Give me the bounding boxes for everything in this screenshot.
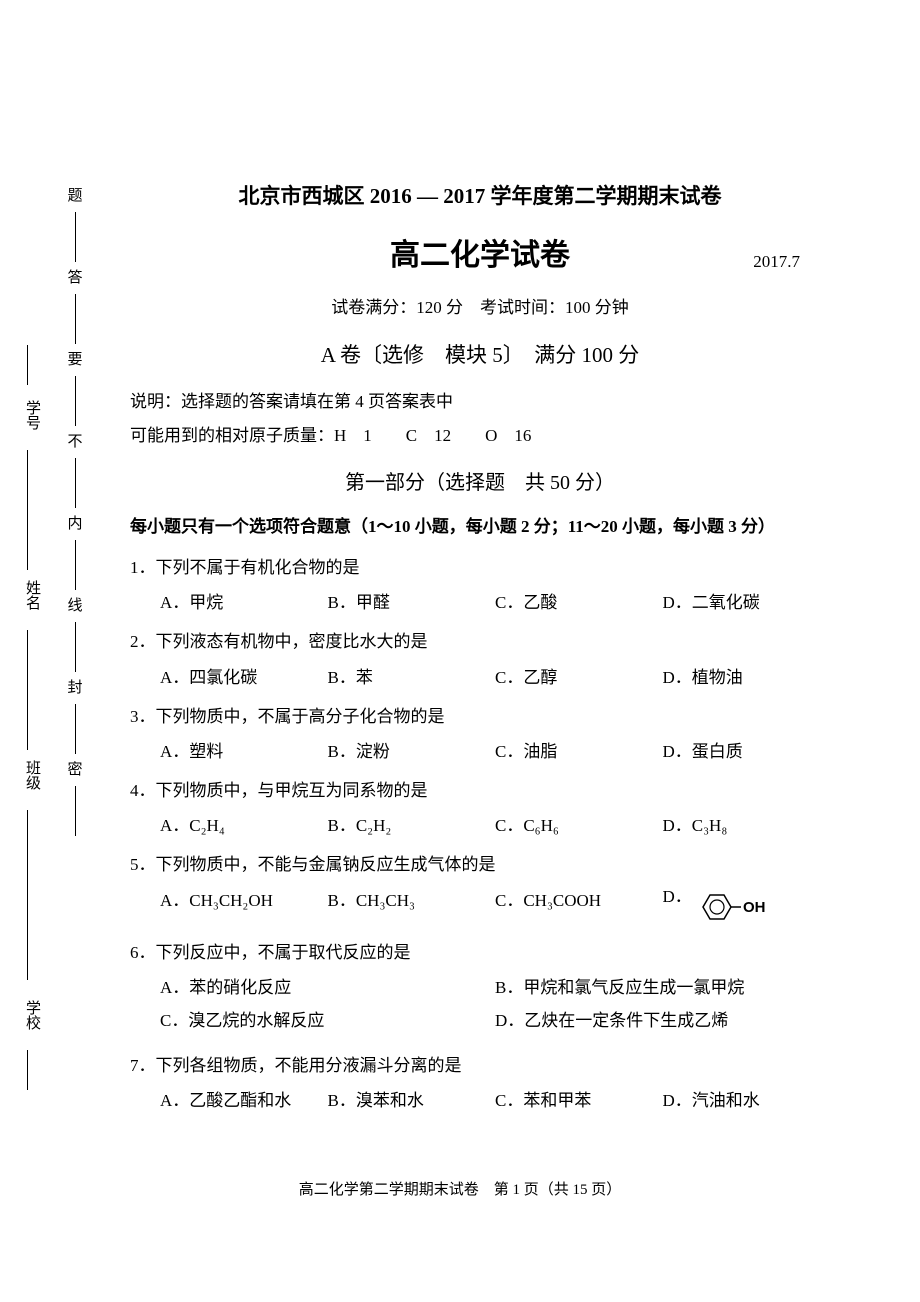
question: 3．下列物质中，不属于高分子化合物的是 A．塑料B．淀粉C．油脂D．蛋白质 [130, 703, 830, 765]
option: C．乙酸 [495, 589, 663, 616]
question-stem: 6．下列反应中，不属于取代反应的是 [130, 939, 830, 966]
seal-divider [75, 212, 76, 262]
binding-underline [27, 1050, 28, 1090]
exam-date: 2017.7 [753, 248, 800, 275]
option: C．CH₃COOH [495, 887, 663, 927]
seal-char: 要 [60, 348, 90, 372]
option: B．CH₃CH₃ [328, 887, 496, 927]
question-stem: 4．下列物质中，与甲烷互为同系物的是 [130, 777, 830, 804]
question-options: A．C₂H₄B．C₂H₂C．C₆H₆D．C₃H₈ [130, 812, 830, 839]
question-stem: 3．下列物质中，不属于高分子化合物的是 [130, 703, 830, 730]
question: 2．下列液态有机物中，密度比水大的是 A．四氯化碳B．苯C．乙醇D．植物油 [130, 628, 830, 690]
note-atomic-mass: 可能用到的相对原子质量：H 1 C 12 O 16 [130, 422, 830, 449]
question: 4．下列物质中，与甲烷互为同系物的是 A．C₂H₄B．C₂H₂C．C₆H₆D．C₃… [130, 777, 830, 839]
question: 7．下列各组物质，不能用分液漏斗分离的是 A．乙酸乙酯和水B．溴苯和水C．苯和甲苯… [130, 1052, 830, 1114]
option: B．苯 [328, 664, 496, 691]
binding-underline [27, 345, 28, 385]
seal-divider [75, 458, 76, 508]
option: C．C₆H₆ [495, 812, 663, 839]
seal-char: 答 [60, 266, 90, 290]
binding-underline [27, 810, 28, 980]
seal-char: 题 [60, 184, 90, 208]
svg-text:OH: OH [743, 899, 766, 916]
seal-char: 线 [60, 594, 90, 618]
title-row: 高二化学试卷 2017.7 [130, 232, 830, 280]
option: C．乙醇 [495, 664, 663, 691]
option: D．蛋白质 [663, 738, 831, 765]
option: D．OH [663, 887, 831, 927]
question-options: A．乙酸乙酯和水B．溴苯和水C．苯和甲苯D．汽油和水 [130, 1087, 830, 1114]
page-footer: 高二化学第二学期期末试卷 第 1 页（共 15 页） [0, 1178, 920, 1202]
section-a-title: A 卷〔选修 模块 5〕 满分 100 分 [130, 339, 830, 373]
option: A．CH₃CH₂OH [160, 887, 328, 927]
exam-subinfo: 试卷满分：120 分 考试时间：100 分钟 [130, 294, 830, 321]
option: D．植物油 [663, 664, 831, 691]
option: D．二氧化碳 [663, 589, 831, 616]
option: A．乙酸乙酯和水 [160, 1087, 328, 1114]
seal-divider [75, 622, 76, 672]
option: A．C₂H₄ [160, 812, 328, 839]
seal-char: 内 [60, 512, 90, 536]
seal-line-column: 题 答 要 不 内 线 封 密 [60, 180, 90, 840]
part-1-title: 第一部分（选择题 共 50 分） [130, 467, 830, 499]
question-options: A．苯的硝化反应B．甲烷和氯气反应生成一氯甲烷C．溴乙烷的水解反应D．乙炔在一定… [130, 974, 830, 1040]
exam-header: 北京市西城区 2016 — 2017 学年度第二学期期末试卷 [130, 180, 830, 214]
phenol-icon: OH [689, 887, 767, 927]
option: D．C₃H₈ [663, 812, 831, 839]
option: C．油脂 [495, 738, 663, 765]
binding-underline [27, 450, 28, 570]
option: D．乙炔在一定条件下生成乙烯 [495, 1007, 830, 1034]
option: C．苯和甲苯 [495, 1087, 663, 1114]
option: B．淀粉 [328, 738, 496, 765]
question: 6．下列反应中，不属于取代反应的是 A．苯的硝化反应B．甲烷和氯气反应生成一氯甲烷… [130, 939, 830, 1041]
question-options: A．CH₃CH₂OHB．CH₃CH₃C．CH₃COOHD．OH [130, 887, 830, 927]
seal-char: 封 [60, 676, 90, 700]
question: 1．下列不属于有机化合物的是 A．甲烷B．甲醛C．乙酸D．二氧化碳 [130, 554, 830, 616]
binding-underline [27, 630, 28, 750]
question-stem: 2．下列液态有机物中，密度比水大的是 [130, 628, 830, 655]
question-options: A．塑料B．淀粉C．油脂D．蛋白质 [130, 738, 830, 765]
label-name: 姓名 [20, 580, 44, 610]
option-label: D． [663, 883, 692, 910]
seal-divider [75, 786, 76, 836]
seal-char: 密 [60, 758, 90, 782]
label-class: 班级 [20, 760, 44, 790]
question: 5．下列物质中，不能与金属钠反应生成气体的是 A．CH₃CH₂OHB．CH₃CH₃… [130, 851, 830, 926]
seal-divider [75, 540, 76, 590]
question-stem: 7．下列各组物质，不能用分液漏斗分离的是 [130, 1052, 830, 1079]
main-content: 北京市西城区 2016 — 2017 学年度第二学期期末试卷 高二化学试卷 20… [130, 180, 830, 1127]
seal-divider [75, 704, 76, 754]
note-instructions: 说明：选择题的答案请填在第 4 页答案表中 [130, 388, 830, 415]
seal-divider [75, 294, 76, 344]
scoring-instruction: 每小题只有一个选项符合题意（1～10 小题，每小题 2 分；11～20 小题，每… [130, 513, 830, 540]
label-student-id: 学号 [20, 400, 44, 430]
exam-title: 高二化学试卷 [390, 232, 570, 280]
seal-divider [75, 376, 76, 426]
seal-char: 不 [60, 430, 90, 454]
option: A．甲烷 [160, 589, 328, 616]
option: B．C₂H₂ [328, 812, 496, 839]
question-options: A．四氯化碳B．苯C．乙醇D．植物油 [130, 664, 830, 691]
option: D．汽油和水 [663, 1087, 831, 1114]
question-stem: 1．下列不属于有机化合物的是 [130, 554, 830, 581]
option: A．塑料 [160, 738, 328, 765]
option: B．溴苯和水 [328, 1087, 496, 1114]
option: B．甲烷和氯气反应生成一氯甲烷 [495, 974, 830, 1001]
label-school: 学校 [20, 1000, 44, 1030]
question-list: 1．下列不属于有机化合物的是 A．甲烷B．甲醛C．乙酸D．二氧化碳 2．下列液态有机… [130, 554, 830, 1115]
option: C．溴乙烷的水解反应 [160, 1007, 495, 1034]
option: B．甲醛 [328, 589, 496, 616]
question-stem: 5．下列物质中，不能与金属钠反应生成气体的是 [130, 851, 830, 878]
option: A．四氯化碳 [160, 664, 328, 691]
option: A．苯的硝化反应 [160, 974, 495, 1001]
question-options: A．甲烷B．甲醛C．乙酸D．二氧化碳 [130, 589, 830, 616]
